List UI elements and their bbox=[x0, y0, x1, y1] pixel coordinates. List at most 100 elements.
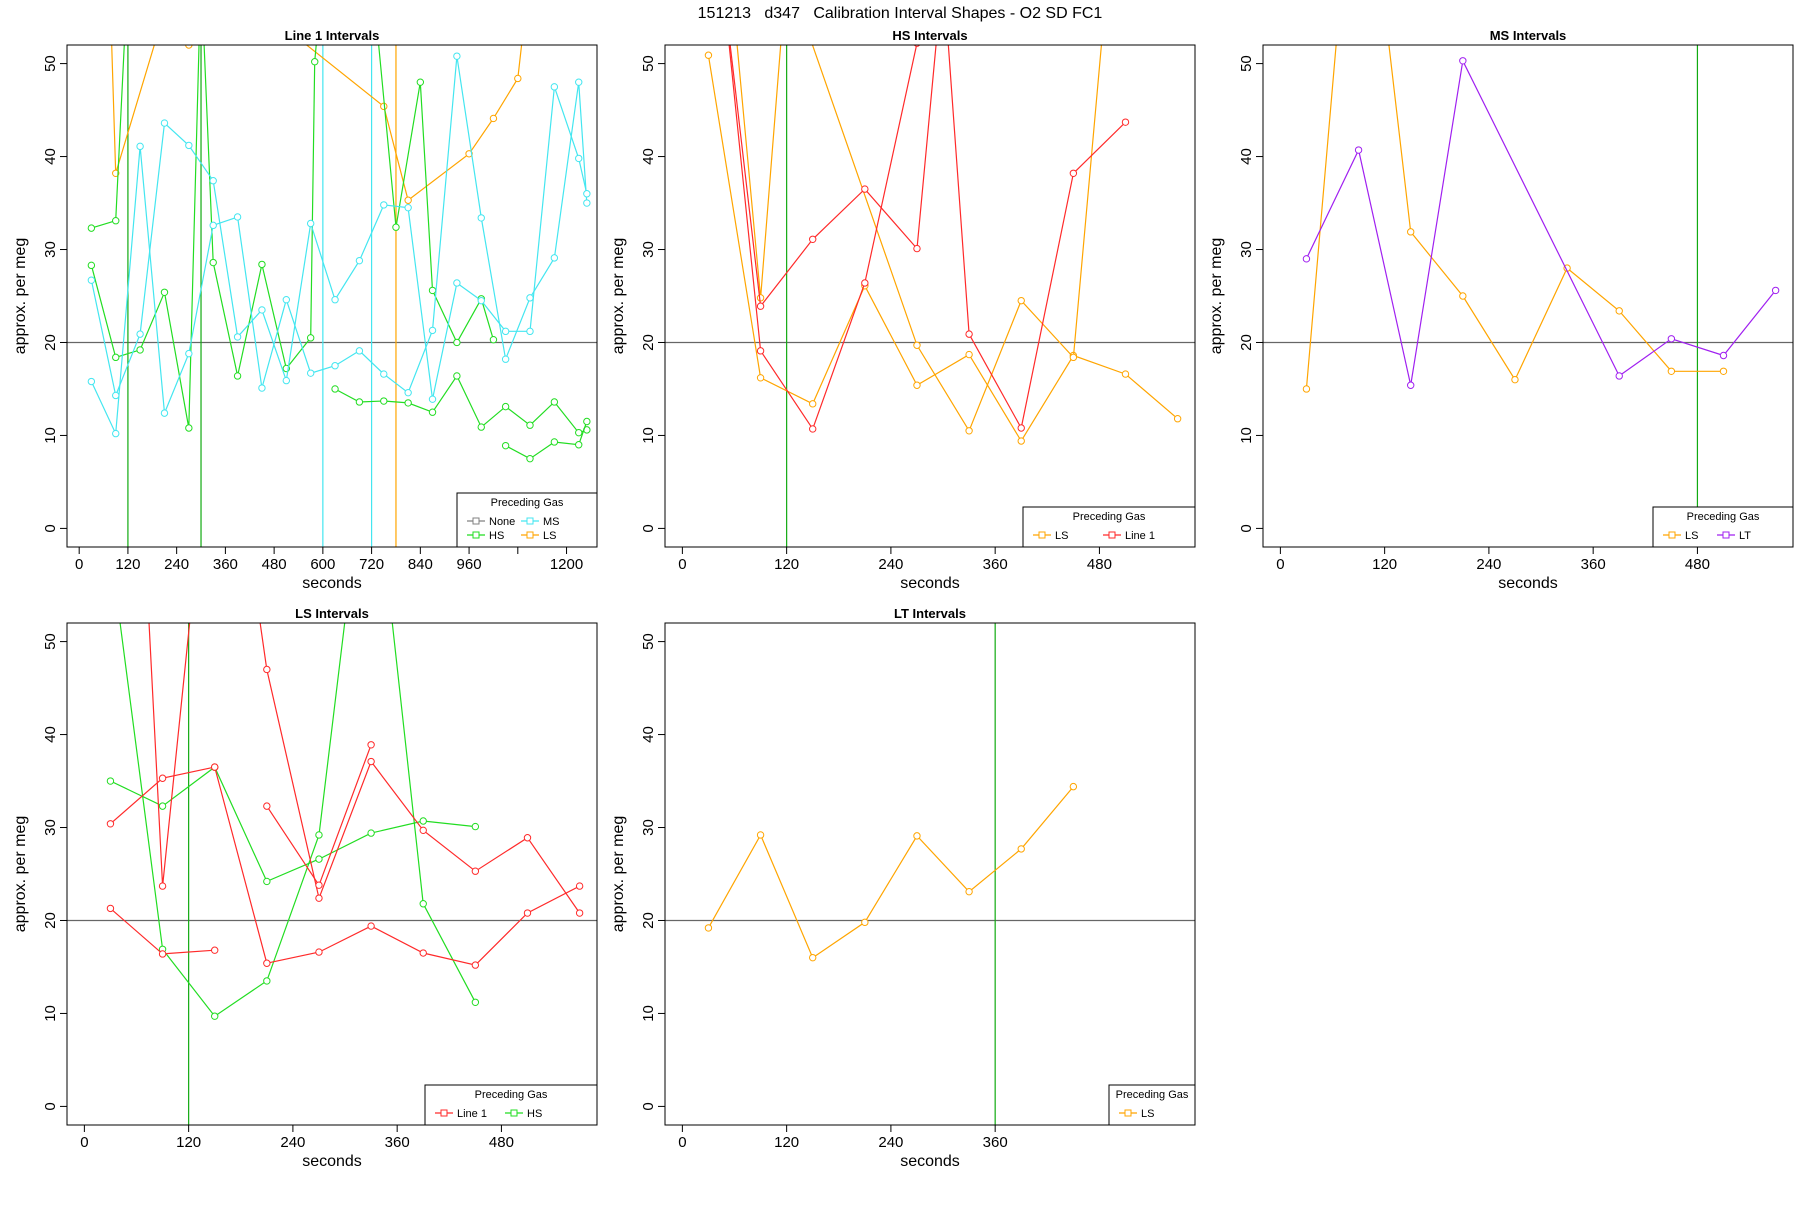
panel-3: MS Intervals 0 10 20 30 40 50 approx. per meg 0 1… bbox=[1208, 28, 1794, 592]
x-tick-label: 360 bbox=[1581, 556, 1606, 573]
y-tick-label: 40 bbox=[1238, 148, 1255, 165]
data-point bbox=[1459, 292, 1467, 300]
x-tick-label: 240 bbox=[164, 556, 189, 573]
data-point bbox=[136, 346, 144, 354]
y-tick-label: 10 bbox=[1238, 427, 1255, 444]
data-point bbox=[913, 341, 921, 349]
data-point bbox=[306, 334, 315, 342]
legend-swatch-marker bbox=[1668, 531, 1676, 539]
data-point bbox=[575, 78, 583, 86]
data-point bbox=[315, 831, 323, 839]
data-point bbox=[861, 279, 869, 287]
data-point bbox=[160, 409, 169, 417]
data-point bbox=[428, 408, 437, 416]
x-tick-label: 240 bbox=[280, 1134, 305, 1151]
data-point bbox=[315, 894, 323, 902]
legend-entry-line-1: Line 1 bbox=[457, 1108, 487, 1120]
data-point bbox=[419, 900, 427, 908]
data-point bbox=[209, 258, 217, 267]
legend-entry-none: None bbox=[489, 516, 515, 528]
plot-frame bbox=[664, 622, 1196, 1126]
legend-entry-lt: LT bbox=[1739, 530, 1751, 542]
data-point bbox=[158, 950, 167, 958]
data-point bbox=[471, 867, 480, 875]
x-tick-label: 840 bbox=[408, 556, 433, 573]
data-point bbox=[112, 353, 120, 362]
y-tick-label: 30 bbox=[1238, 241, 1255, 258]
data-point bbox=[185, 424, 193, 432]
legend: Preceding Gas LS bbox=[1108, 1084, 1196, 1126]
series-line-ls bbox=[707, 786, 1074, 959]
series-line-hs bbox=[119, 623, 346, 1018]
data-point bbox=[107, 545, 113, 551]
data-point bbox=[861, 185, 869, 193]
data-point bbox=[809, 400, 817, 408]
data-point bbox=[282, 296, 291, 304]
y-tick-label: 50 bbox=[1238, 55, 1255, 72]
x-tick-label: 480 bbox=[489, 1134, 514, 1151]
series-line-ms bbox=[90, 56, 588, 436]
data-point bbox=[112, 217, 120, 225]
data-point bbox=[704, 51, 713, 59]
plot-area bbox=[1263, 45, 1793, 547]
data-point bbox=[913, 381, 921, 389]
x-axis-label: seconds bbox=[302, 575, 362, 592]
data-point bbox=[514, 74, 522, 83]
data-point bbox=[1615, 372, 1623, 380]
data-point bbox=[526, 421, 534, 429]
data-point bbox=[263, 665, 271, 674]
data-point bbox=[1459, 57, 1467, 65]
data-point bbox=[419, 826, 427, 835]
data-point bbox=[87, 276, 96, 284]
data-point bbox=[211, 1012, 219, 1020]
x-tick-label: 0 bbox=[678, 556, 686, 573]
data-point bbox=[112, 391, 120, 400]
data-point bbox=[392, 223, 400, 231]
data-point bbox=[1667, 335, 1676, 343]
data-point bbox=[355, 256, 364, 265]
legend-box bbox=[1108, 1084, 1196, 1126]
data-point bbox=[404, 203, 412, 212]
data-point bbox=[1069, 782, 1078, 791]
data-point bbox=[809, 953, 817, 962]
plot-area bbox=[665, 45, 1195, 547]
x-axis-label: seconds bbox=[900, 575, 960, 592]
legend-title: Preceding Gas bbox=[475, 1089, 548, 1101]
data-point bbox=[1302, 255, 1311, 263]
data-point bbox=[1771, 286, 1780, 295]
data-point bbox=[381, 545, 387, 551]
y-tick-label: 40 bbox=[640, 726, 657, 743]
legend-title: Preceding Gas bbox=[1073, 511, 1146, 523]
data-point bbox=[419, 817, 427, 825]
y-tick-label: 40 bbox=[42, 726, 59, 743]
data-point bbox=[1017, 296, 1025, 305]
data-point bbox=[583, 190, 591, 198]
legend: Preceding Gas None MS HS LS bbox=[456, 492, 598, 548]
x-tick-label: 480 bbox=[262, 556, 287, 573]
data-point bbox=[1615, 307, 1623, 315]
x-tick-label: 0 bbox=[678, 1134, 686, 1151]
data-point bbox=[185, 141, 193, 150]
x-tick-label: 1200 bbox=[550, 556, 583, 573]
y-tick-label: 10 bbox=[640, 427, 657, 444]
legend-swatch-marker bbox=[526, 517, 534, 525]
y-axis-label: approx. per meg bbox=[610, 238, 627, 355]
data-point bbox=[263, 977, 271, 985]
y-tick-label: 10 bbox=[42, 427, 59, 444]
data-point bbox=[453, 279, 461, 287]
legend-entry-ms: MS bbox=[543, 516, 560, 528]
data-point bbox=[965, 350, 973, 359]
legend-box bbox=[424, 1084, 598, 1126]
y-tick-label: 0 bbox=[42, 524, 59, 532]
data-point bbox=[185, 349, 193, 358]
data-point bbox=[367, 757, 375, 766]
y-tick-label: 20 bbox=[42, 912, 59, 929]
legend-swatch-marker bbox=[472, 517, 480, 525]
legend: Preceding Gas Line 1 HS bbox=[424, 1084, 598, 1126]
data-point bbox=[1173, 415, 1182, 423]
y-tick-label: 50 bbox=[640, 633, 657, 650]
series-line-line-1 bbox=[148, 623, 191, 887]
data-point bbox=[965, 887, 973, 896]
series-line-line-1 bbox=[214, 766, 580, 966]
data-point bbox=[233, 333, 242, 341]
